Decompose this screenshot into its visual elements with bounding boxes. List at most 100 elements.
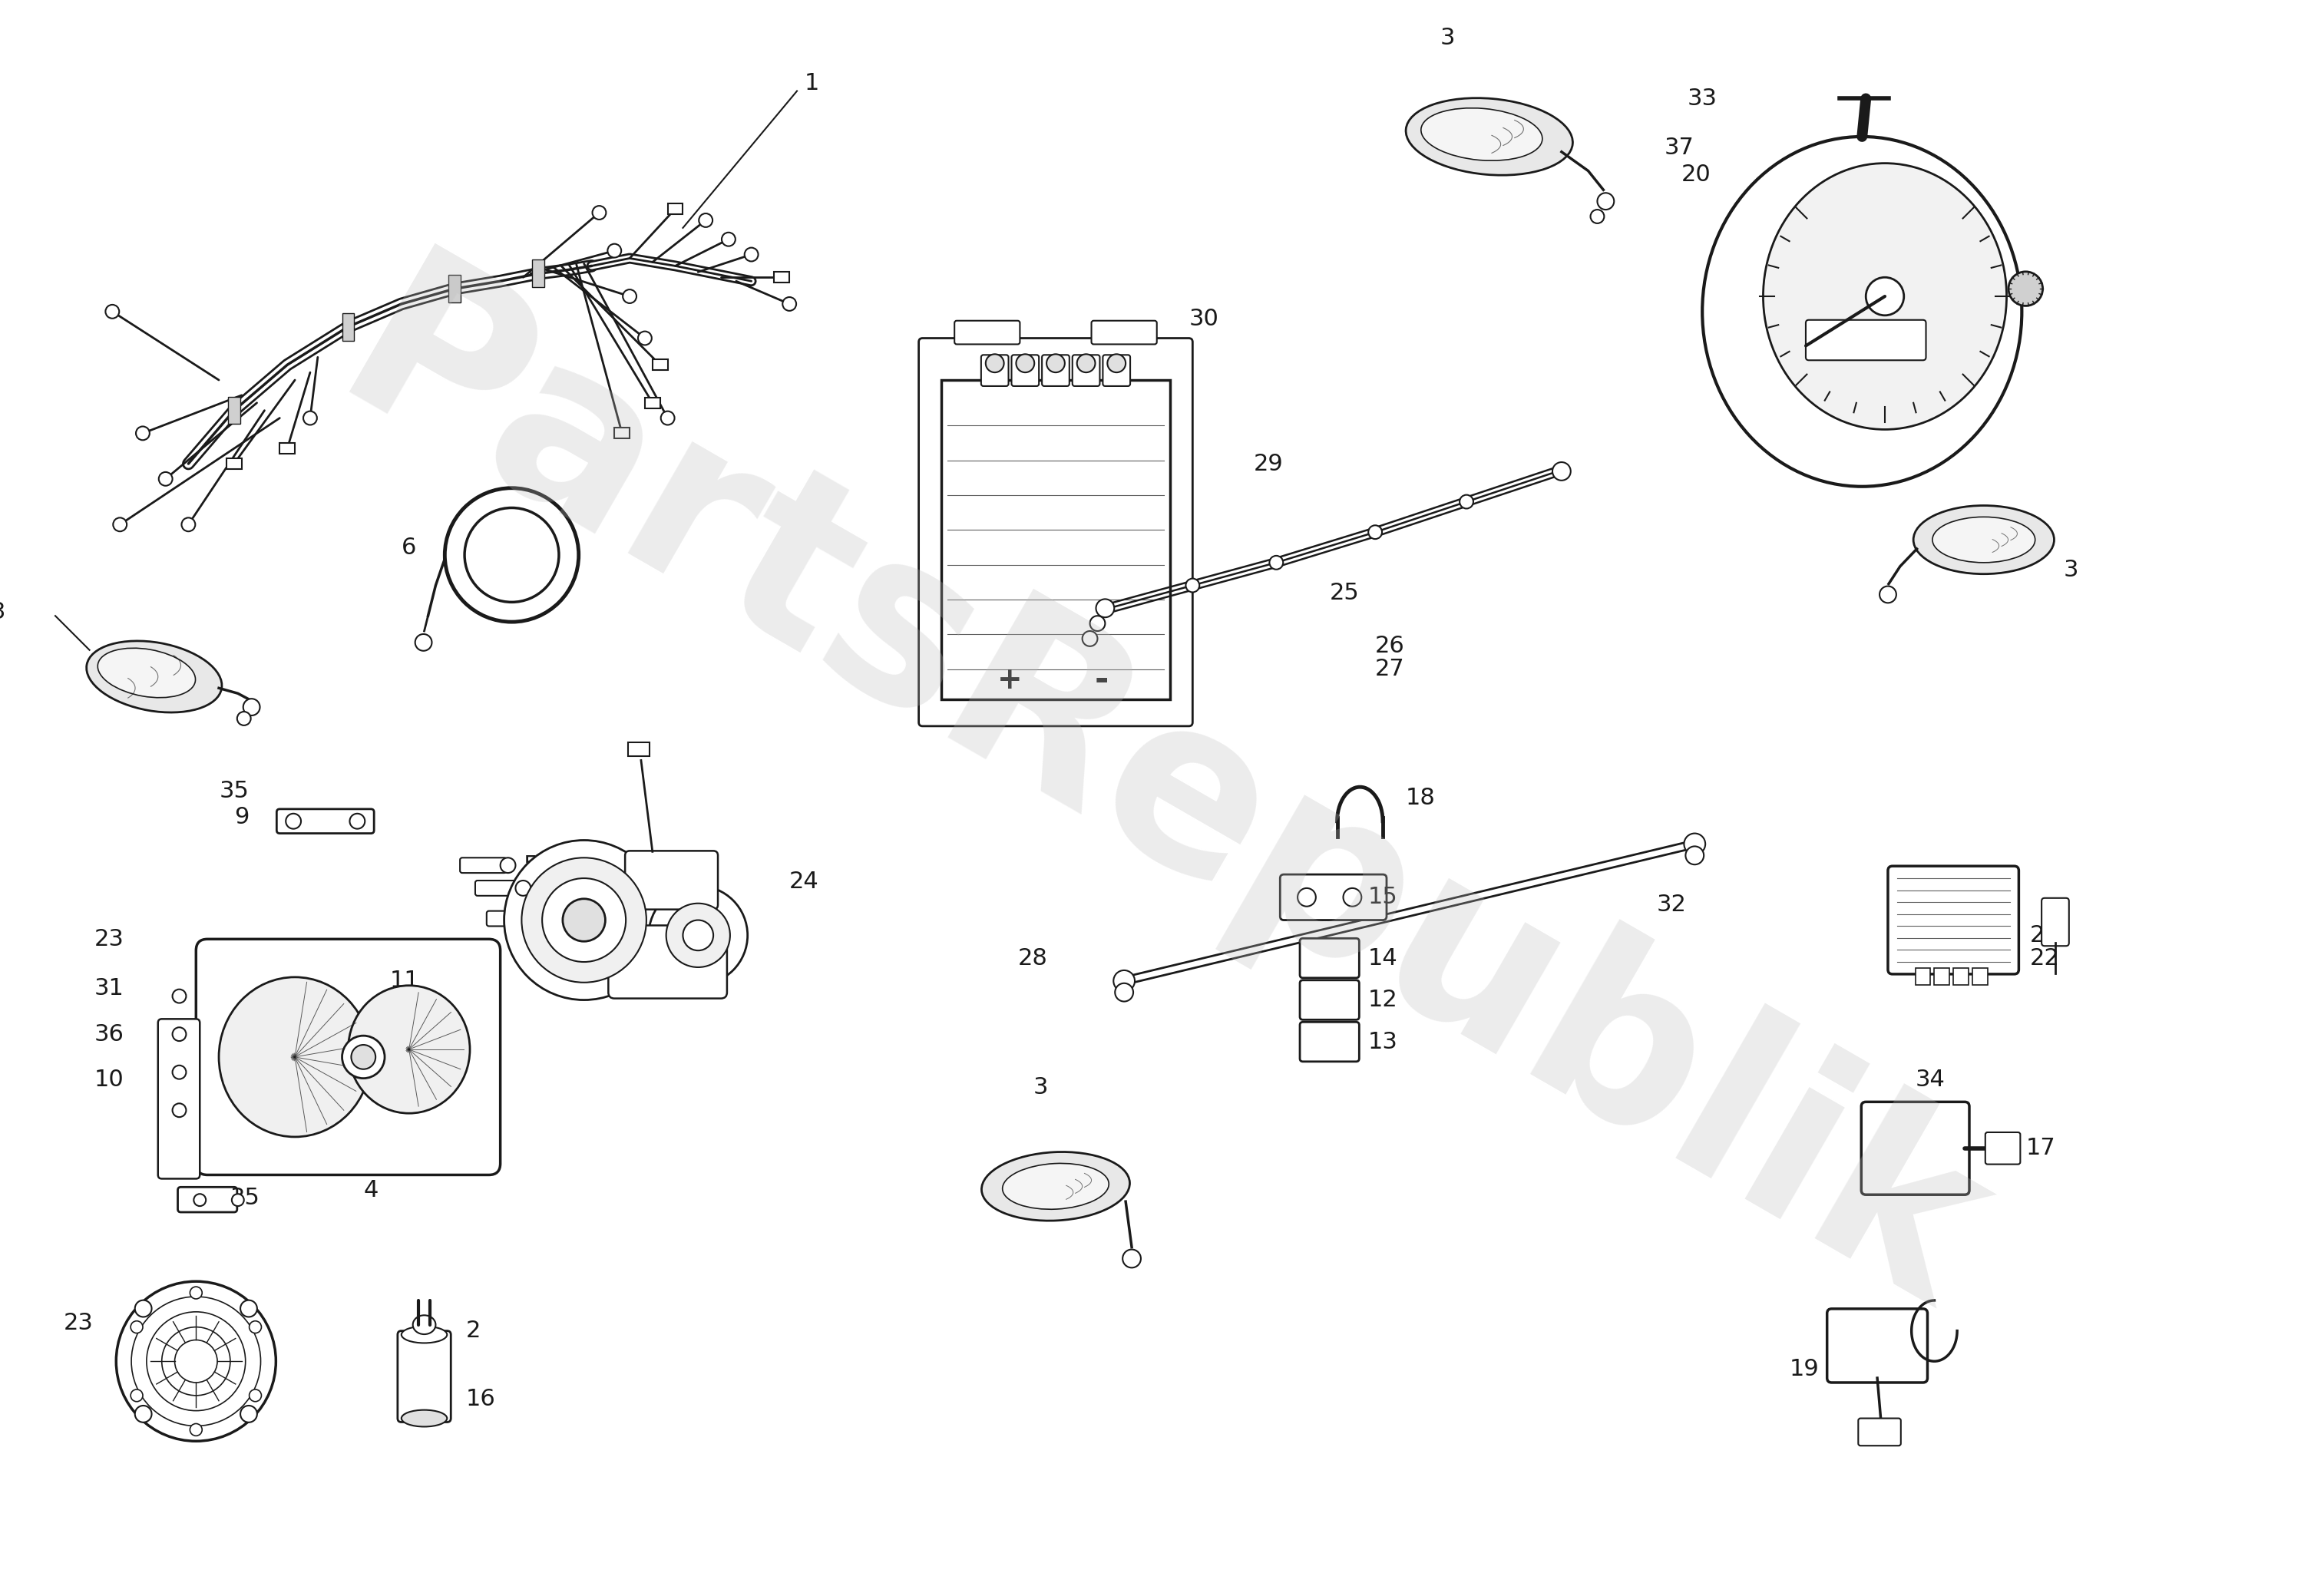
Ellipse shape xyxy=(1933,517,2034,562)
Ellipse shape xyxy=(400,1326,446,1342)
Circle shape xyxy=(1684,833,1705,855)
Text: 9: 9 xyxy=(235,806,249,828)
Ellipse shape xyxy=(1003,1163,1109,1210)
Text: 10: 10 xyxy=(94,1069,124,1092)
Circle shape xyxy=(173,1066,186,1079)
Circle shape xyxy=(624,289,637,303)
Ellipse shape xyxy=(1406,97,1572,176)
Circle shape xyxy=(173,1103,186,1117)
Text: 5: 5 xyxy=(522,854,538,876)
Circle shape xyxy=(239,1301,258,1317)
Circle shape xyxy=(522,857,647,983)
Bar xyxy=(614,428,630,439)
Circle shape xyxy=(131,1321,143,1333)
Circle shape xyxy=(723,233,736,246)
Bar xyxy=(941,380,1169,699)
Circle shape xyxy=(106,305,120,319)
FancyBboxPatch shape xyxy=(1012,354,1040,386)
Circle shape xyxy=(159,472,173,485)
Text: 23: 23 xyxy=(94,927,124,950)
Bar xyxy=(1972,969,1988,985)
FancyBboxPatch shape xyxy=(196,938,499,1175)
FancyBboxPatch shape xyxy=(1279,875,1388,919)
FancyBboxPatch shape xyxy=(1887,867,2018,974)
Ellipse shape xyxy=(1914,506,2055,575)
Circle shape xyxy=(1017,354,1035,372)
Circle shape xyxy=(1114,970,1134,991)
Circle shape xyxy=(1185,579,1199,592)
Circle shape xyxy=(782,297,796,311)
Text: 37: 37 xyxy=(1664,137,1694,160)
FancyBboxPatch shape xyxy=(1102,354,1130,386)
Bar xyxy=(628,742,649,757)
Text: 3: 3 xyxy=(0,600,7,622)
Text: 2: 2 xyxy=(467,1320,481,1342)
Bar xyxy=(1914,969,1931,985)
Ellipse shape xyxy=(219,977,370,1136)
Text: 1: 1 xyxy=(805,72,819,94)
FancyBboxPatch shape xyxy=(1862,1101,1970,1195)
Text: 24: 24 xyxy=(789,871,819,894)
Circle shape xyxy=(352,1045,375,1069)
Circle shape xyxy=(1344,887,1362,907)
Circle shape xyxy=(543,878,626,962)
Text: 29: 29 xyxy=(1254,453,1284,476)
Ellipse shape xyxy=(1703,137,2023,487)
Circle shape xyxy=(683,919,713,951)
Ellipse shape xyxy=(1763,163,2006,429)
FancyBboxPatch shape xyxy=(955,321,1019,345)
Text: 6: 6 xyxy=(403,536,416,559)
FancyBboxPatch shape xyxy=(980,354,1008,386)
Ellipse shape xyxy=(87,642,221,712)
Circle shape xyxy=(1077,354,1095,372)
Text: 23: 23 xyxy=(64,1312,94,1334)
Circle shape xyxy=(667,903,729,967)
Text: 32: 32 xyxy=(1657,894,1687,916)
Text: 3: 3 xyxy=(1440,27,1454,49)
FancyBboxPatch shape xyxy=(460,857,506,873)
Circle shape xyxy=(304,412,318,425)
FancyBboxPatch shape xyxy=(1827,1309,1928,1382)
Text: 31: 31 xyxy=(94,977,124,999)
Text: 34: 34 xyxy=(1914,1069,1944,1092)
Text: 25: 25 xyxy=(1330,583,1360,605)
Text: 14: 14 xyxy=(1367,946,1397,969)
Text: 11: 11 xyxy=(389,970,419,993)
Circle shape xyxy=(1123,1250,1141,1267)
Text: 8: 8 xyxy=(538,878,552,899)
FancyBboxPatch shape xyxy=(177,1187,237,1213)
Text: 33: 33 xyxy=(1687,88,1717,110)
Bar xyxy=(228,397,239,425)
Circle shape xyxy=(173,1028,186,1041)
Text: 28: 28 xyxy=(1019,946,1047,969)
Circle shape xyxy=(414,634,433,651)
Circle shape xyxy=(515,881,532,895)
Circle shape xyxy=(182,517,196,531)
FancyBboxPatch shape xyxy=(486,911,534,926)
Ellipse shape xyxy=(400,1409,446,1427)
Circle shape xyxy=(504,839,665,1001)
Circle shape xyxy=(1590,209,1604,223)
Circle shape xyxy=(1116,983,1134,1001)
Bar xyxy=(653,359,667,370)
Ellipse shape xyxy=(97,648,196,697)
Circle shape xyxy=(1597,193,1613,209)
Text: 27: 27 xyxy=(1376,658,1406,680)
Text: -: - xyxy=(1095,664,1109,697)
Text: 20: 20 xyxy=(1682,163,1710,185)
Circle shape xyxy=(1866,278,1903,316)
FancyBboxPatch shape xyxy=(1072,354,1100,386)
Circle shape xyxy=(649,886,748,985)
Circle shape xyxy=(1095,598,1114,618)
Bar xyxy=(667,204,683,214)
Text: 3: 3 xyxy=(1033,1076,1047,1098)
Circle shape xyxy=(239,1406,258,1422)
Circle shape xyxy=(244,699,260,715)
FancyBboxPatch shape xyxy=(1042,354,1070,386)
Circle shape xyxy=(637,332,651,345)
Bar xyxy=(773,271,789,282)
FancyBboxPatch shape xyxy=(1986,1132,2020,1163)
Text: 7: 7 xyxy=(550,908,564,930)
Circle shape xyxy=(237,712,251,725)
Circle shape xyxy=(113,517,127,531)
